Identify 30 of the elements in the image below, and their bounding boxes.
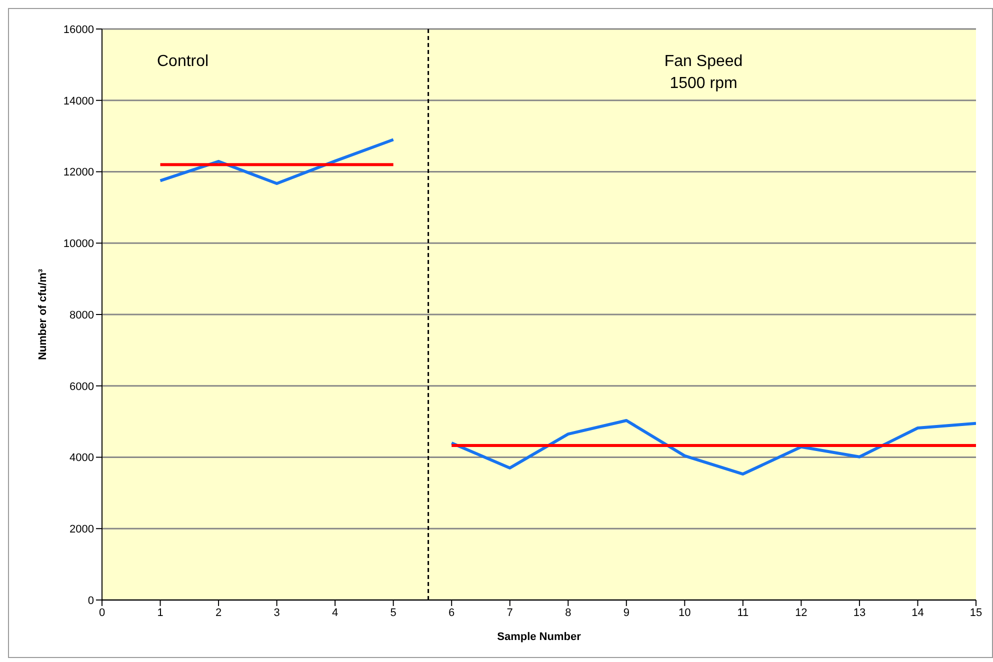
y-tick-label: 14000 <box>63 95 94 108</box>
y-tick-label: 16000 <box>63 24 94 36</box>
x-tick-label: 7 <box>506 606 513 619</box>
y-tick-label: 12000 <box>63 166 94 179</box>
y-tick-label: 0 <box>88 594 94 607</box>
y-tick-label: 4000 <box>70 452 94 464</box>
x-tick-label: 12 <box>795 606 808 619</box>
x-tick-label: 6 <box>448 606 455 619</box>
x-tick-label: 1 <box>157 606 164 619</box>
y-axis-title: Number of cfu/m³ <box>36 268 49 360</box>
x-tick-label: 11 <box>737 606 749 619</box>
x-tick-label: 9 <box>623 606 630 619</box>
y-tick-label: 8000 <box>70 309 94 322</box>
line-series <box>450 418 976 476</box>
x-tick-label: 2 <box>215 606 222 619</box>
x-tick-label: 5 <box>390 606 396 619</box>
x-tick-label: 14 <box>912 606 924 619</box>
x-tick-label: 13 <box>853 606 866 619</box>
annotation: Control <box>157 52 209 72</box>
x-tick-label: 4 <box>332 606 338 619</box>
x-tick-label: 3 <box>274 606 280 619</box>
y-tick-label: 10000 <box>63 238 94 250</box>
x-tick-label: 8 <box>565 606 572 619</box>
x-tick-label: 10 <box>678 606 691 619</box>
y-tick-label: 2000 <box>70 524 94 536</box>
x-tick-label: 15 <box>970 606 982 619</box>
x-tick-label: 0 <box>98 606 106 619</box>
x-axis-title: Sample Number <box>497 631 582 643</box>
y-tick-label: 6000 <box>70 380 94 393</box>
annotation: Fan Speed 1500 rpm <box>663 52 744 94</box>
